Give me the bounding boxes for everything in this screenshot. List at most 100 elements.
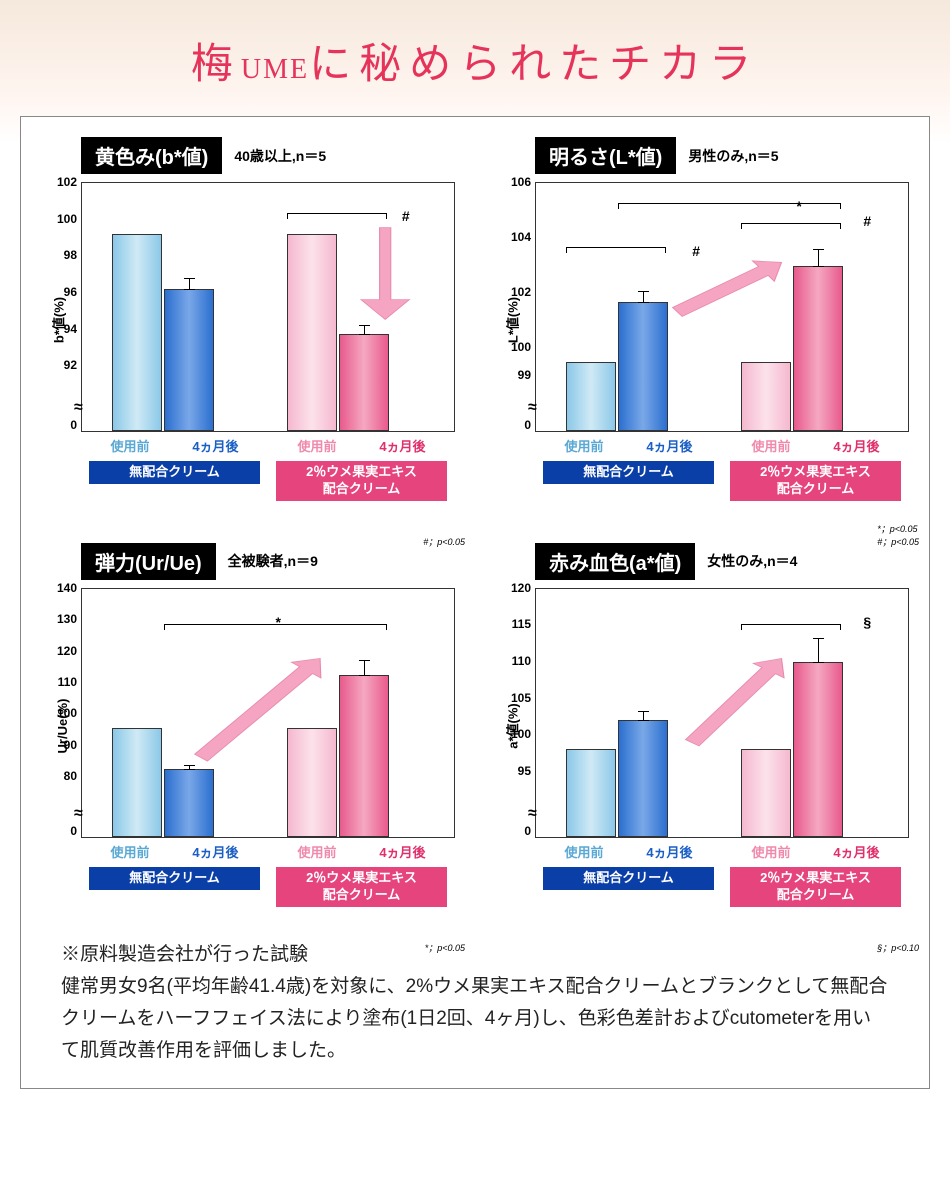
bar [618, 302, 668, 431]
group-control: 使用前4ヵ月後無配合クリーム [535, 432, 722, 503]
chart-subtitle: 40歳以上,n＝5 [234, 146, 326, 166]
significance-mark: # [863, 213, 871, 229]
y-ticks: 929496981001020 [49, 182, 79, 432]
bar [287, 728, 337, 836]
error-bar [364, 325, 365, 335]
y-tick: 98 [47, 248, 77, 262]
significance-mark: # [402, 208, 410, 224]
x-axis: 使用前4ヵ月後無配合クリーム使用前4ヵ月後2％ウメ果実エキス配合クリーム [535, 432, 909, 503]
xlabel: 4ヵ月後 [379, 436, 425, 455]
group-control: 使用前4ヵ月後無配合クリーム [81, 838, 268, 909]
group-label-ume: 2％ウメ果実エキス配合クリーム [276, 867, 447, 907]
charts-panel: 黄色み(b*値)40歳以上,n＝5b*値(%)929496981001020≈#… [20, 116, 930, 1089]
group-ume: 使用前4ヵ月後2％ウメ果実エキス配合クリーム [722, 838, 909, 909]
y-tick: 120 [501, 581, 531, 595]
y-tick: 105 [501, 691, 531, 705]
error-bar [818, 249, 819, 267]
group-label-control: 無配合クリーム [543, 461, 714, 484]
xlabel: 使用前 [751, 842, 790, 861]
error-bar [364, 660, 365, 676]
chart-title: 明るさ(L*値) [535, 137, 676, 174]
y-tick: 92 [47, 358, 77, 372]
y-tick: 102 [47, 175, 77, 189]
xlabel: 4ヵ月後 [192, 842, 238, 861]
y-tick: 140 [47, 581, 77, 595]
y-ticks: 951001051101151200 [503, 588, 533, 838]
bar [793, 662, 843, 837]
plot-area: ≈# [81, 182, 455, 432]
charts-grid: 黄色み(b*値)40歳以上,n＝5b*値(%)929496981001020≈#… [31, 137, 919, 909]
bar [112, 234, 162, 431]
significance-bracket [741, 624, 841, 625]
xlabel: 4ヵ月後 [833, 436, 879, 455]
chart-a: 赤み血色(a*値)女性のみ,n＝4a*値(%)95100105110115120… [485, 543, 919, 909]
group-label-control: 無配合クリーム [543, 867, 714, 890]
y-ticks: 80901001101201301400 [49, 588, 79, 838]
bar [741, 362, 791, 431]
xlabel: 4ヵ月後 [379, 842, 425, 861]
y-tick-zero: 0 [501, 824, 531, 838]
group-control: 使用前 4ヵ月後無配合クリーム [535, 838, 722, 909]
page-title: 梅UMEに秘められたチカラ [191, 42, 759, 88]
y-tick: 115 [501, 617, 531, 631]
error-bar [189, 765, 190, 770]
bar [566, 362, 616, 431]
footer-line2: 健常男女9名(平均年齢41.4歳)を対象に、2%ウメ果実エキス配合クリームとブラ… [61, 971, 889, 1068]
bar [339, 675, 389, 836]
chart-subtitle: 男性のみ,n＝5 [688, 146, 778, 166]
bar [164, 769, 214, 837]
x-axis: 使用前4ヵ月後無配合クリーム使用前4ヵ月後2％ウメ果実エキス配合クリーム [81, 432, 455, 503]
significance-bracket [741, 223, 841, 224]
chart-title: 黄色み(b*値) [81, 137, 222, 174]
bar [741, 749, 791, 837]
chart-header: 赤み血色(a*値)女性のみ,n＝4 [535, 543, 919, 580]
chart-UrUe: 弾力(Ur/Ue)全被験者,n＝9Ur/Ue(%)809010011012013… [31, 543, 465, 909]
chart-b: 黄色み(b*値)40歳以上,n＝5b*値(%)929496981001020≈#… [31, 137, 465, 503]
group-ume: 使用前4ヵ月後2％ウメ果実エキス配合クリーム [268, 838, 455, 909]
y-tick: 106 [501, 175, 531, 189]
group-label-control: 無配合クリーム [89, 461, 260, 484]
axis-break-icon: ≈ [528, 805, 537, 823]
y-tick: 120 [47, 644, 77, 658]
xlabel: 4ヵ月後 [646, 842, 692, 861]
chart-title: 弾力(Ur/Ue) [81, 543, 216, 580]
error-bar [818, 638, 819, 663]
footer-line1: ※原料製造会社が行った試験 [61, 939, 889, 971]
error-bar [643, 291, 644, 302]
significance-mark: * [275, 614, 280, 630]
y-tick: 102 [501, 285, 531, 299]
footer-note: ※原料製造会社が行った試験 健常男女9名(平均年齢41.4歳)を対象に、2%ウメ… [61, 939, 889, 1068]
significance-mark: # [692, 243, 700, 259]
y-tick: 99 [501, 368, 531, 382]
y-tick: 110 [47, 675, 77, 689]
title-prefix: 梅 [191, 42, 241, 88]
bar [566, 749, 616, 837]
xlabel: 使用前 [564, 842, 603, 861]
bar [287, 234, 337, 431]
xlabel: 使用前 [751, 436, 790, 455]
y-tick-zero: 0 [47, 824, 77, 838]
axis-break-icon: ≈ [74, 805, 83, 823]
bar [164, 289, 214, 431]
axis-break-icon: ≈ [528, 399, 537, 417]
error-bar [643, 711, 644, 721]
xlabel: 使用前 [564, 436, 603, 455]
group-label-control: 無配合クリーム [89, 867, 260, 890]
bar [793, 266, 843, 431]
y-tick: 104 [501, 230, 531, 244]
y-tick: 94 [47, 322, 77, 336]
y-tick: 100 [501, 727, 531, 741]
bar [339, 334, 389, 431]
chart-L: 明るさ(L*値)男性のみ,n＝5L*値(%)991001021041060≈*#… [485, 137, 919, 503]
x-axis: 使用前4ヵ月後無配合クリーム使用前4ヵ月後2％ウメ果実エキス配合クリーム [81, 838, 455, 909]
y-tick: 100 [501, 340, 531, 354]
chart-title: 赤み血色(a*値) [535, 543, 695, 580]
xlabel: 使用前 [110, 436, 149, 455]
significance-bracket [287, 213, 387, 214]
y-tick: 130 [47, 612, 77, 626]
plot-area: ≈*## [535, 182, 909, 432]
y-tick: 100 [47, 706, 77, 720]
y-tick: 90 [47, 738, 77, 752]
page-title-wrap: 梅UMEに秘められたチカラ [0, 0, 950, 116]
axis-break-icon: ≈ [74, 399, 83, 417]
